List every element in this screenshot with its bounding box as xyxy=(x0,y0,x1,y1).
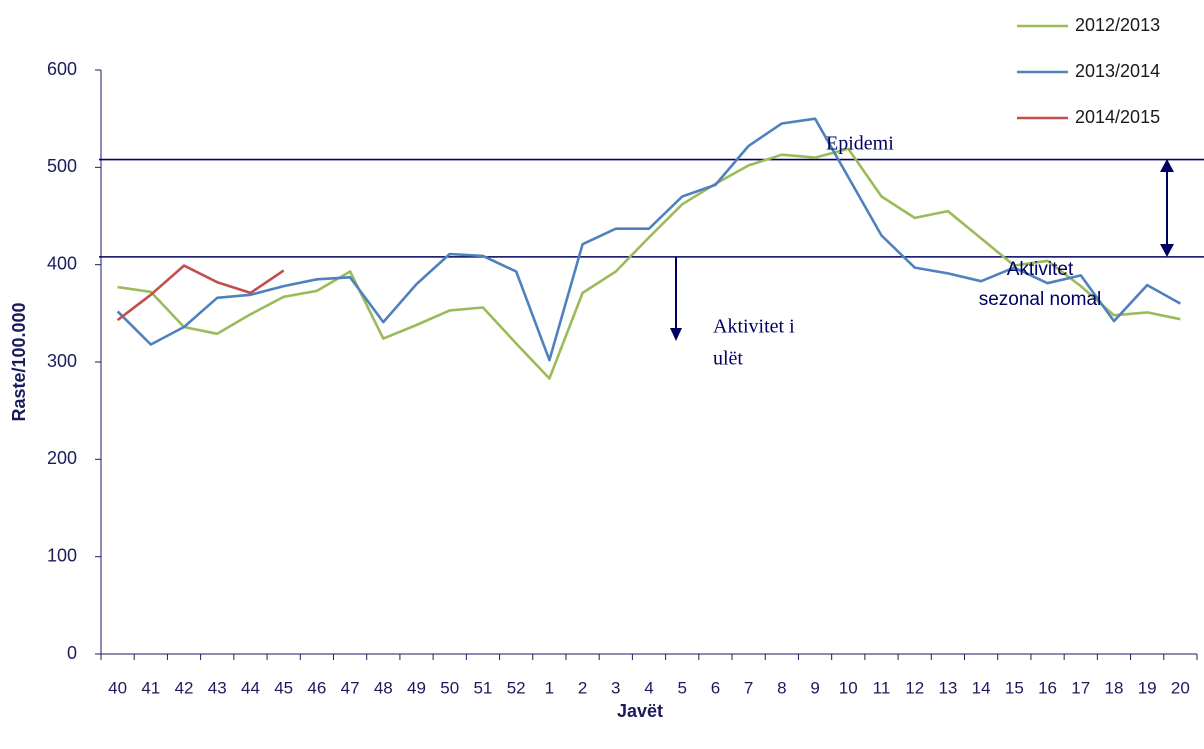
y-tick-label: 200 xyxy=(47,448,77,468)
x-tick-label: 46 xyxy=(307,678,326,697)
annotation: Aktivitet xyxy=(1007,259,1074,280)
x-tick-label: 47 xyxy=(341,678,360,697)
y-tick-label: 600 xyxy=(47,59,77,79)
x-axis-title: Javët xyxy=(617,701,663,721)
series-line xyxy=(116,117,1182,362)
arrow-head xyxy=(1160,244,1174,257)
legend-label: 2014/2015 xyxy=(1075,107,1160,127)
x-tick-label: 49 xyxy=(407,678,426,697)
x-tick-label: 14 xyxy=(972,678,991,697)
x-tick-label: 17 xyxy=(1071,678,1090,697)
x-tick-label: 18 xyxy=(1105,678,1124,697)
x-tick-label: 11 xyxy=(873,678,891,697)
x-tick-label: 4 xyxy=(644,678,653,697)
x-tick-label: 19 xyxy=(1138,678,1157,697)
arrow-head xyxy=(1160,159,1174,172)
legend-label: 2013/2014 xyxy=(1075,61,1160,81)
x-tick-label: 12 xyxy=(905,678,924,697)
x-tick-label: 50 xyxy=(440,678,459,697)
x-tick-label: 48 xyxy=(374,678,393,697)
y-tick-label: 100 xyxy=(47,545,77,565)
x-tick-label: 6 xyxy=(711,678,720,697)
annotation: ulët xyxy=(713,348,743,370)
x-tick-label: 7 xyxy=(744,678,753,697)
arrow-head xyxy=(670,328,682,341)
x-tick-label: 45 xyxy=(274,678,293,697)
annotation: Epidemi xyxy=(826,133,894,155)
x-tick-label: 51 xyxy=(473,678,492,697)
x-tick-label: 8 xyxy=(777,678,786,697)
x-tick-label: 13 xyxy=(938,678,957,697)
y-tick-label: 300 xyxy=(47,351,77,371)
y-axis-title: Raste/100.000 xyxy=(9,302,29,421)
x-tick-label: 44 xyxy=(241,678,260,697)
x-tick-label: 20 xyxy=(1171,678,1190,697)
x-tick-label: 40 xyxy=(108,678,127,697)
x-tick-label: 1 xyxy=(545,678,554,697)
x-tick-label: 16 xyxy=(1038,678,1057,697)
y-tick-label: 500 xyxy=(47,156,77,176)
x-tick-label: 10 xyxy=(839,678,858,697)
series-line xyxy=(116,264,285,322)
x-tick-label: 43 xyxy=(208,678,227,697)
x-tick-label: 52 xyxy=(507,678,526,697)
x-tick-label: 2 xyxy=(578,678,587,697)
legend-label: 2012/2013 xyxy=(1075,15,1160,35)
x-tick-label: 15 xyxy=(1005,678,1024,697)
x-tick-label: 5 xyxy=(677,678,686,697)
x-tick-label: 3 xyxy=(611,678,620,697)
series-line xyxy=(117,147,1181,380)
annotation: Aktivitet i xyxy=(713,316,795,338)
x-tick-label: 42 xyxy=(175,678,194,697)
y-tick-label: 400 xyxy=(47,253,77,273)
x-tick-label: 9 xyxy=(810,678,819,697)
y-tick-label: 0 xyxy=(67,643,77,663)
annotation: sezonal nomal xyxy=(979,289,1102,310)
x-tick-label: 41 xyxy=(141,678,160,697)
arrows xyxy=(670,159,1174,341)
